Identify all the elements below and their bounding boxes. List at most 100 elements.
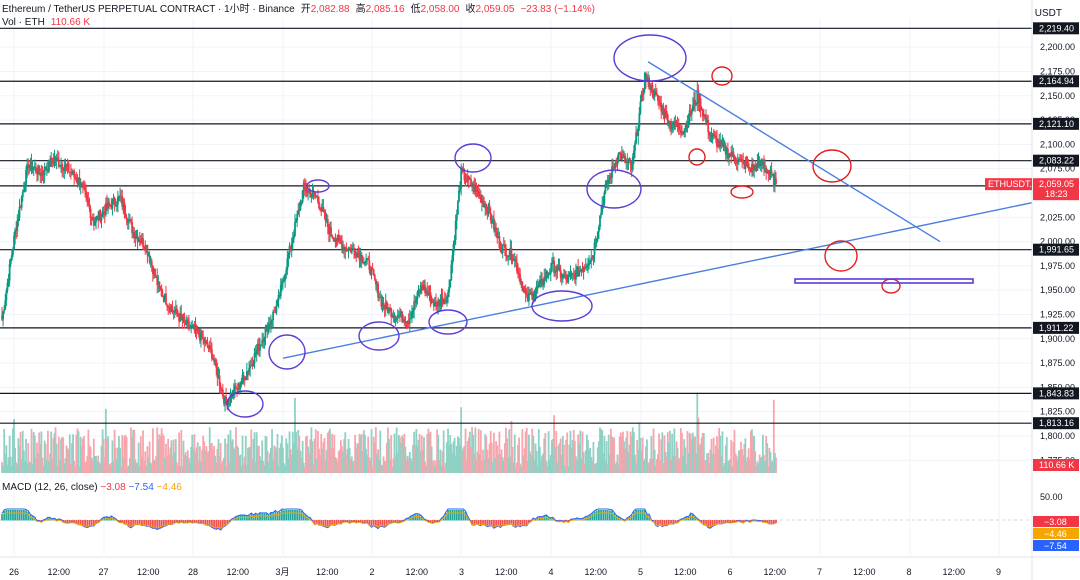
trendlines[interactable]	[282, 61, 1033, 359]
symbol-title[interactable]: Ethereum / TetherUS PERPETUAL CONTRACT ·…	[2, 4, 295, 15]
candle-body	[420, 285, 423, 287]
candle-body	[337, 234, 340, 238]
volume-bar	[408, 451, 411, 473]
macd-histogram-bar	[641, 510, 644, 521]
volume-bar	[134, 459, 137, 473]
volume-bar	[401, 435, 404, 473]
candle-body	[613, 167, 616, 169]
volume-bar	[25, 438, 27, 473]
volume-bar	[637, 449, 640, 473]
volume-bar	[682, 455, 684, 473]
volume-bar	[705, 459, 707, 473]
volume-bar	[343, 439, 346, 473]
candle-body	[165, 293, 167, 305]
volume-bar	[671, 433, 674, 473]
volume-bar	[24, 461, 26, 473]
candle-body	[36, 172, 38, 175]
candle-body	[617, 152, 620, 162]
macd-histogram-bar	[97, 520, 100, 523]
candle-body	[585, 266, 588, 268]
level-tag	[1033, 417, 1079, 430]
volume-bar	[244, 435, 247, 473]
candle-body	[385, 301, 388, 307]
candle-body	[678, 129, 681, 131]
candle-body	[771, 174, 774, 176]
volume-bar	[692, 432, 694, 473]
macd-histogram-bar	[517, 520, 519, 526]
candle-body	[628, 161, 631, 163]
volume-bar	[379, 430, 382, 473]
red-circle	[711, 66, 733, 86]
volume-bar	[2, 466, 4, 473]
candle-body	[571, 273, 574, 275]
volume-bar	[468, 431, 471, 473]
level-tag-label: 2,083.22	[1039, 156, 1074, 166]
volume-bar	[690, 439, 693, 473]
candle-body	[291, 238, 294, 244]
candle-body	[391, 315, 394, 317]
macd-histogram-bar	[770, 520, 773, 525]
volume-bar	[775, 457, 777, 473]
candle-body	[221, 389, 224, 397]
volume-bar	[549, 454, 552, 473]
volume-bar	[458, 437, 460, 473]
candle-body	[224, 396, 226, 404]
volume-bar	[119, 447, 121, 473]
macd-histogram-bar	[670, 520, 672, 524]
macd-histogram-bar	[364, 520, 366, 524]
volume-bar	[614, 464, 617, 473]
volume-bar	[14, 447, 17, 473]
candle-body	[265, 324, 268, 329]
time-axis[interactable]: 26 12:00 27 12:00 28 12:00 3月 12:00 2 12:00 3 12:00…	[0, 556, 1080, 577]
candle-body	[650, 84, 653, 90]
volume-bar	[741, 449, 744, 473]
macd-histogram-bar	[709, 520, 712, 528]
macd-histogram-bar	[368, 520, 371, 526]
candle-body	[629, 161, 632, 165]
volume-bar	[643, 458, 646, 473]
price-axis[interactable]: 2,200.002,175.002,150.002,125.002,100.00…	[985, 0, 1079, 580]
volume-bar	[83, 436, 85, 473]
volume-bar	[645, 446, 647, 473]
candle-body	[106, 203, 108, 209]
volume-bar	[253, 432, 256, 473]
annotations[interactable]	[226, 34, 974, 418]
candle-body	[690, 111, 693, 115]
volume-bar	[509, 456, 512, 473]
candle-body	[401, 311, 404, 322]
volume-bar	[394, 455, 397, 473]
candle-body	[502, 244, 505, 246]
volume-bar	[306, 435, 308, 473]
candle-body	[697, 90, 700, 104]
candle-body	[472, 183, 475, 188]
volume-bar	[400, 442, 402, 473]
candle-body	[764, 167, 766, 169]
volume-bar	[214, 455, 217, 473]
candle-body	[544, 276, 547, 280]
macd-label[interactable]: MACD (12, 26, close)	[2, 482, 98, 493]
volume-bar	[491, 462, 494, 473]
volume-bar	[420, 435, 423, 473]
volume-bar	[726, 461, 729, 473]
candle-body	[65, 164, 68, 167]
horizontal-levels[interactable]	[0, 27, 1032, 424]
volume-bar	[288, 431, 291, 473]
candle-body	[353, 248, 355, 251]
volume-bar	[728, 460, 730, 473]
candle-body	[202, 338, 205, 340]
volume-bar	[235, 427, 237, 473]
currency-label[interactable]: USDT	[1034, 8, 1062, 19]
volume-bar	[75, 434, 78, 473]
volume-bar	[500, 449, 503, 473]
volume-bar	[291, 431, 294, 473]
volume-bar	[320, 434, 323, 473]
volume-bar	[579, 430, 582, 473]
macd-histogram-bar	[7, 510, 10, 521]
level-tag-label: 1,843.83	[1039, 388, 1074, 398]
price-tick-label: 2,025.00	[1040, 212, 1075, 222]
volume-bar	[153, 459, 155, 473]
macd-histogram-bar	[176, 520, 178, 523]
candle-body	[466, 176, 469, 181]
candle-body	[496, 231, 499, 238]
